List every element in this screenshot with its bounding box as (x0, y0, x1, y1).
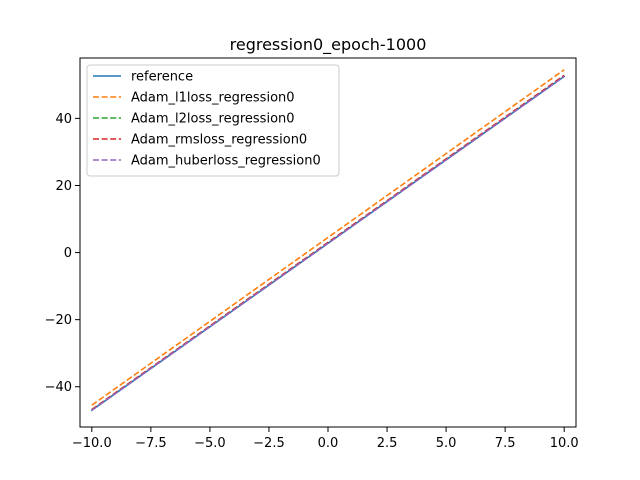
series-line-4 (91, 75, 565, 411)
x-tick-label: −10.0 (72, 436, 112, 451)
x-tick-label: −2.5 (253, 436, 285, 451)
legend-label-0: reference (131, 70, 193, 85)
y-tick-label: −40 (45, 380, 72, 395)
x-tick-label: −5.0 (194, 436, 226, 451)
y-tick-label: 0 (64, 246, 72, 261)
y-tick-label: −20 (45, 313, 72, 328)
legend-label-3: Adam_rmsloss_regression0 (131, 133, 307, 148)
x-tick-label: 2.5 (377, 436, 398, 451)
y-tick-label: 40 (55, 112, 72, 127)
series-layer (90, 69, 566, 412)
legend-box (86, 64, 340, 177)
x-tick-label: −7.5 (135, 436, 167, 451)
legend: reference Adam_l1loss_regression0 Adam_l2l… (86, 64, 340, 177)
series-line-1 (91, 69, 565, 406)
x-tick-label: 5.0 (436, 436, 457, 451)
legend-label-1: Adam_l1loss_regression0 (131, 91, 295, 106)
x-tick-label: 0.0 (318, 436, 339, 451)
legend-label-2: Adam_l2loss_regression0 (131, 112, 295, 127)
axes-layer: −10.0 −7.5 −5.0 −2.5 0.0 2.5 5.0 7.5 10.0 −40 −20 0… (45, 57, 579, 451)
y-tick-label: 20 (55, 179, 72, 194)
chart-title: regression0_epoch-1000 (230, 35, 427, 55)
x-tick-label: 7.5 (495, 436, 516, 451)
legend-label-4: Adam_huberloss_regression0 (131, 154, 321, 169)
x-tick-label: 10.0 (550, 436, 579, 451)
